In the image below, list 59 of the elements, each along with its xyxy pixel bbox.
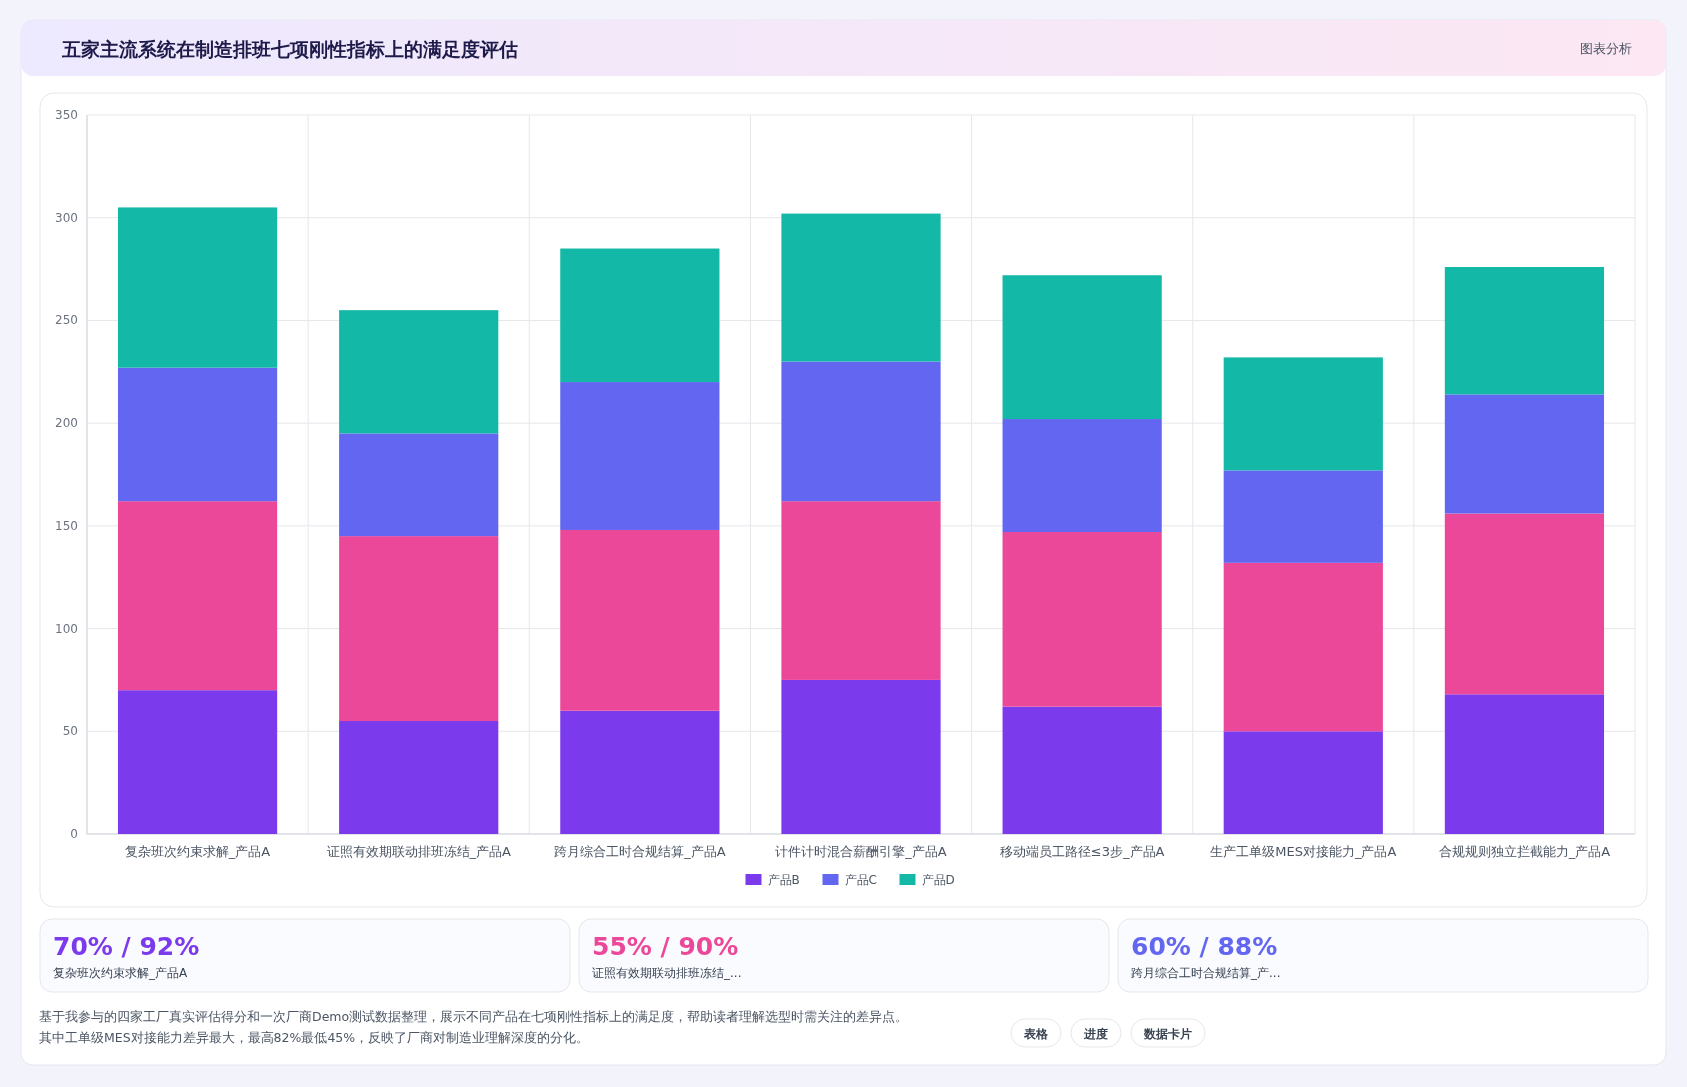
x-tick-label: 生产工单级MES对接能力_产品A: [1210, 844, 1397, 859]
text: 60% / 88%: [1131, 932, 1278, 961]
bar: [1002, 706, 1162, 834]
bar: [1002, 532, 1162, 707]
y-tick-label: 250: [55, 313, 78, 328]
text: 图表分析: [1580, 41, 1632, 56]
bar: [117, 367, 278, 502]
legend-label: 产品B: [767, 873, 800, 887]
bar: [117, 207, 278, 368]
bar: [339, 433, 499, 537]
bar: [560, 248, 720, 383]
chart-title: 五家主流系统在制造排班七项刚性指标上的满足度评估: [61, 38, 518, 60]
bar: [339, 536, 499, 722]
text: 证照有效期联动排班冻结_...: [592, 966, 742, 980]
y-tick-label: 100: [55, 621, 78, 636]
text: 表格: [1023, 1027, 1049, 1041]
x-tick-label: 复杂班次约束求解_产品A: [124, 844, 271, 859]
bar: [117, 501, 278, 691]
x-tick-label: 跨月综合工时合规结算_产品A: [554, 844, 726, 859]
bar: [781, 213, 941, 362]
bar: [781, 501, 941, 680]
x-tick-label: 移动端员工路径≤3步_产品A: [999, 844, 1165, 859]
bar: [1444, 513, 1605, 695]
x-tick-label: 计件计时混合薪酬引擎_产品A: [775, 844, 947, 859]
text: 其中工单级MES对接能力差异最大，最高82%最低45%，反映了厂商对制造业理解深度的分化。: [39, 1030, 590, 1045]
bar: [1223, 470, 1383, 563]
bar: [781, 679, 941, 834]
bar: [1444, 394, 1605, 514]
text: 复杂班次约束求解_产品A: [53, 966, 188, 980]
x-tick-label: 证照有效期联动排班冻结_产品A: [326, 844, 512, 859]
bar: [560, 382, 720, 530]
bar: [1002, 419, 1162, 533]
bar: [339, 721, 499, 834]
bar: [339, 310, 499, 434]
bar: [1223, 357, 1383, 471]
y-tick-label: 300: [55, 210, 78, 225]
bar: [1223, 562, 1383, 732]
text: 基于我参与的四家工厂真实评估得分和一次厂商Demo测试数据整理，展示不同产品在七项刚性指标上的满足度，帮助读者理解选型时需关注的差异点。: [39, 1009, 909, 1024]
legend-label: 产品D: [921, 873, 955, 887]
text: 跨月综合工时合规结算_产...: [1131, 966, 1281, 980]
legend-label: 产品C: [844, 873, 877, 887]
y-tick-label: 50: [62, 724, 78, 739]
y-tick-label: 150: [55, 518, 78, 533]
y-tick-label: 200: [55, 416, 78, 431]
bar: [781, 361, 941, 502]
bar: [117, 690, 278, 834]
bar: [1002, 275, 1162, 420]
text: 进度: [1083, 1027, 1108, 1041]
y-tick-label: 350: [55, 108, 78, 122]
bar: [560, 529, 720, 711]
bar: [1223, 731, 1383, 834]
text: 55% / 90%: [592, 932, 739, 961]
bar: [1444, 694, 1605, 834]
x-tick-label: 合规规则独立拦截能力_产品A: [1438, 844, 1611, 859]
y-tick-label: 0: [70, 827, 78, 841]
bar: [1444, 267, 1605, 395]
text: 数据卡片: [1143, 1027, 1192, 1041]
text: 70% / 92%: [53, 932, 200, 961]
bar: [560, 710, 720, 834]
